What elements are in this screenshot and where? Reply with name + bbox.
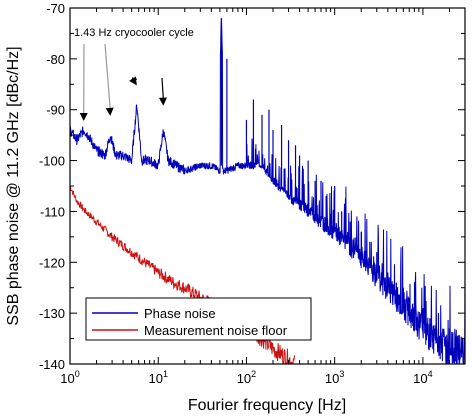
cryocooler-annotation: 1.43 Hz cryocooler cycle [74, 27, 194, 39]
series-layer [70, 18, 465, 364]
annotation-arrow-head [79, 112, 88, 121]
annotation-arrow-head [158, 97, 167, 106]
y-tick-label: -120 [39, 255, 65, 270]
legend: Phase noise Measurement noise floor [85, 297, 312, 341]
legend-noise-floor-label: Measurement noise floor [144, 323, 288, 338]
x-tick-label: 102 [237, 369, 256, 386]
annotation-arrow-shaft [104, 43, 111, 110]
y-tick-label: -140 [39, 357, 65, 372]
noise-floor-line [70, 185, 295, 364]
annotation-arrow-head [105, 107, 114, 116]
x-axis-label: Fourier frequency [Hz] [188, 397, 346, 414]
annotation-layer: 1.43 Hz cryocooler cycle [74, 27, 194, 121]
annotation-arrow-head [129, 76, 137, 86]
legend-phase-noise-label: Phase noise [144, 306, 216, 321]
tick-layer: 100 101 102 103 104 -140 -130 -120 -110 -100 -90 -8… [39, 1, 466, 386]
y-tick-label: -130 [39, 306, 65, 321]
y-tick-label: -100 [39, 154, 65, 169]
legend-box [85, 297, 312, 341]
phase-noise-line [70, 21, 465, 364]
x-tick-label: 103 [325, 369, 344, 386]
annotation-arrow-shaft [161, 77, 164, 100]
y-tick-label: -70 [46, 1, 65, 16]
y-tick-label: -80 [46, 52, 65, 67]
y-tick-label: -90 [46, 103, 65, 118]
x-tick-label: 101 [148, 369, 167, 386]
x-tick-label: 104 [413, 369, 432, 386]
y-tick-label: -110 [40, 204, 65, 219]
x-tick-label: 100 [60, 369, 79, 386]
y-axis-label: SSB phase noise @ 11.2 GHz [dBc/Hz] [5, 46, 22, 325]
